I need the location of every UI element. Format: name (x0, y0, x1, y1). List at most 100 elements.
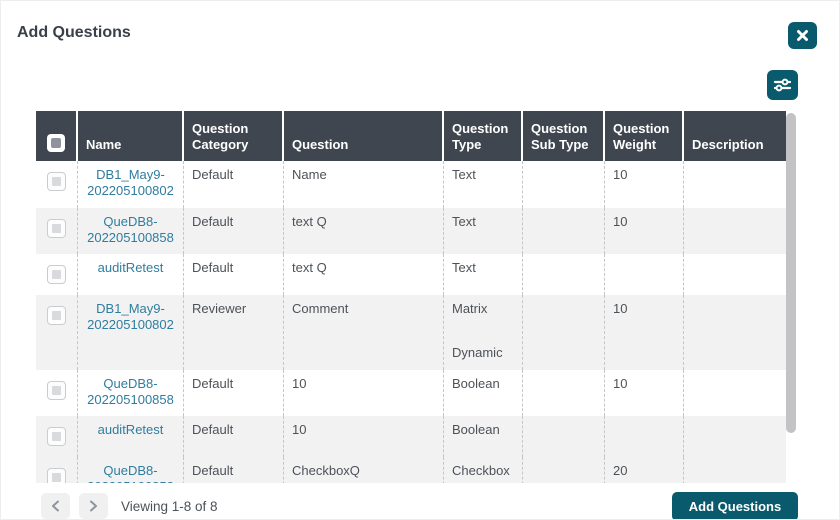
cell-name: DB1_May9-202205100802 (78, 295, 184, 370)
cell-name: auditRetest (78, 416, 184, 457)
table-row: DB1_May9-202205100802 Reviewer Comment M… (36, 295, 786, 370)
cell-question: CheckboxQ (284, 457, 444, 483)
previous-page-button[interactable] (41, 493, 70, 519)
row-checkbox[interactable] (47, 306, 66, 325)
cell-question-type: Text (444, 161, 523, 208)
cell-question-type: Text (444, 207, 523, 254)
cell-description (684, 457, 786, 483)
cell-question-weight: 10 (605, 207, 684, 254)
cell-description (684, 370, 786, 417)
cell-question-type: Boolean (444, 369, 523, 416)
column-header-description[interactable]: Description (692, 136, 764, 152)
chevron-right-icon (89, 500, 98, 512)
cell-question: 10 (284, 369, 444, 416)
cell-question-type: Boolean (444, 416, 523, 457)
x-icon (796, 29, 809, 42)
column-header-question[interactable]: Question (284, 111, 444, 161)
cell-question-type: Checkbox (444, 457, 523, 483)
cell-question-weight: 10 (605, 369, 684, 416)
cell-name: DB1_May9-202205100802 (78, 161, 184, 208)
modal-title: Add Questions (17, 24, 131, 41)
table-body: DB1_May9-202205100802 Default Name Text … (36, 161, 786, 483)
cell-question-weight (605, 254, 684, 295)
header-checkbox-cell (36, 111, 78, 161)
column-header-name[interactable]: Name (78, 111, 184, 161)
table-row: QueDB8-202205100858 Default text Q Text … (36, 207, 786, 255)
row-checkbox-cell (36, 254, 78, 295)
cell-description (684, 416, 786, 457)
cell-question-sub-type (523, 161, 605, 208)
next-page-button[interactable] (79, 493, 108, 519)
cell-question-type: Text (444, 254, 523, 295)
table-row: auditRetest Default text Q Text (36, 254, 786, 295)
cell-question: 10 (284, 416, 444, 457)
question-name-link[interactable]: QueDB8-202205100858 (87, 375, 174, 407)
cell-question-category: Default (184, 416, 284, 457)
row-checkbox-cell (36, 295, 78, 370)
cell-question-category: Default (184, 161, 284, 208)
chevron-left-icon (51, 500, 60, 512)
viewing-range-text: Viewing 1-8 of 8 (121, 499, 218, 514)
checkbox-fill-icon (52, 432, 61, 441)
row-checkbox-cell (36, 161, 78, 208)
column-header-question-weight[interactable]: Question Weight (605, 111, 684, 161)
question-name-link[interactable]: DB1_May9-202205100802 (87, 301, 174, 333)
checkbox-fill-icon (52, 385, 61, 395)
question-type-text: Matrix (452, 301, 488, 316)
column-header-question-type[interactable]: Question Type (444, 111, 523, 161)
vertical-scrollbar-thumb[interactable] (786, 113, 796, 433)
row-checkbox[interactable] (47, 380, 66, 400)
row-checkbox[interactable] (47, 172, 66, 191)
cell-question-sub-type (523, 295, 605, 370)
cell-description (684, 254, 786, 295)
question-name-link[interactable]: auditRetest (97, 260, 164, 275)
cell-name: QueDB8-202205100858 (78, 207, 184, 254)
row-checkbox[interactable] (47, 468, 66, 483)
cell-name: QueDB8-202205100858 (78, 369, 184, 416)
cell-name: auditRetest (78, 254, 184, 295)
cell-question-weight: 20 (605, 457, 684, 483)
row-checkbox[interactable] (47, 427, 66, 446)
cell-question-type: Matrix Dynamic (444, 295, 523, 370)
table-row: QueDB8-202205100858 Default CheckboxQ Ch… (36, 457, 786, 483)
question-name-link[interactable]: DB1_May9-202205100802 (87, 167, 174, 199)
filter-button[interactable] (767, 70, 798, 100)
table-row: DB1_May9-202205100802 Default Name Text … (36, 161, 786, 208)
cell-question-weight (605, 416, 684, 457)
cell-question-sub-type (523, 207, 605, 254)
row-checkbox-cell (36, 369, 78, 416)
sliders-icon (773, 77, 792, 93)
checkbox-fill-icon (52, 473, 61, 482)
checkbox-fill-icon (52, 311, 61, 320)
row-checkbox[interactable] (47, 265, 66, 284)
cell-question-category: Default (184, 254, 284, 295)
question-name-link[interactable]: QueDB8-202205100858 (87, 463, 174, 483)
cell-question-category: Default (184, 369, 284, 416)
table-row: QueDB8-202205100858 Default 10 Boolean 1… (36, 369, 786, 417)
question-name-link[interactable]: auditRetest (97, 422, 164, 437)
row-checkbox-cell (36, 457, 78, 483)
row-checkbox[interactable] (47, 218, 66, 238)
column-header-question-sub-type[interactable]: Question Sub Type (523, 111, 605, 161)
select-all-checkbox[interactable] (47, 134, 65, 152)
question-name-link[interactable]: QueDB8-202205100858 (87, 213, 174, 245)
checkbox-fill-icon (52, 270, 61, 279)
cell-question: text Q (284, 207, 444, 254)
cell-question: text Q (284, 254, 444, 295)
question-type-text: Text (452, 213, 476, 229)
question-type-text: Text (452, 167, 476, 182)
cell-question-sub-type (523, 254, 605, 295)
cell-question: Name (284, 161, 444, 208)
checkbox-fill-icon (52, 177, 61, 186)
cell-description (684, 161, 786, 208)
cell-question-category: Default (184, 207, 284, 254)
question-type-text: Boolean (452, 422, 500, 437)
add-questions-button[interactable]: Add Questions (672, 492, 798, 519)
questions-table: Name Question Category Question Question… (36, 111, 798, 483)
cell-question-category: Default (184, 457, 284, 483)
checkbox-fill-icon (51, 138, 61, 148)
close-button[interactable] (788, 22, 817, 49)
checkbox-fill-icon (52, 223, 61, 233)
column-header-question-category[interactable]: Question Category (184, 111, 284, 161)
cell-description (684, 208, 786, 255)
